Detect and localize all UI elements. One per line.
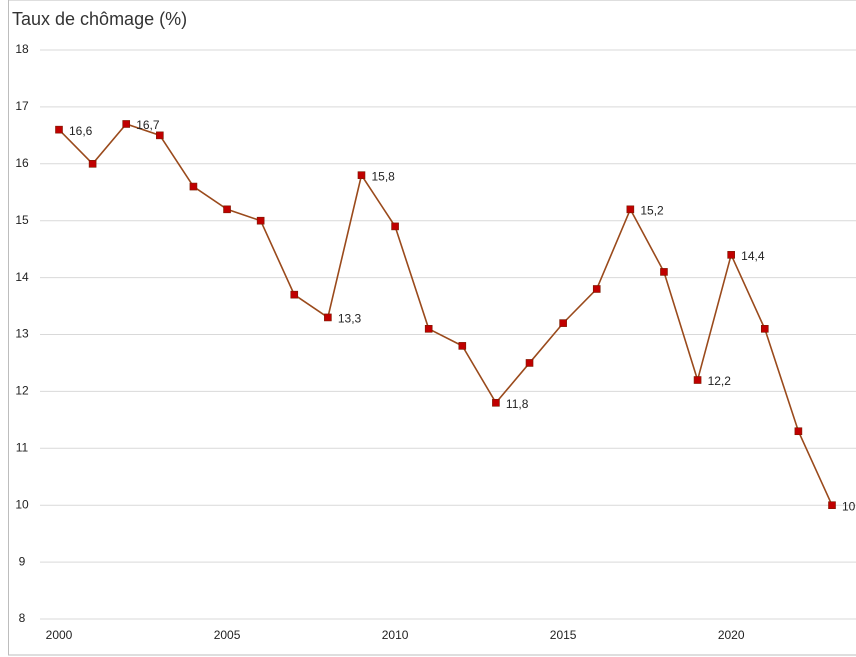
marker	[525, 359, 534, 367]
chart-title: Taux de chômage (%)	[12, 9, 187, 29]
data-label: 13,3	[338, 312, 362, 326]
y-tick-label: 16	[15, 156, 29, 170]
marker	[660, 268, 668, 276]
marker	[122, 120, 131, 128]
marker	[55, 125, 63, 134]
y-tick-label: 11	[16, 440, 29, 454]
marker	[727, 251, 735, 259]
marker	[290, 290, 299, 299]
x-tick-label: 2015	[550, 628, 577, 642]
marker	[88, 160, 97, 168]
marker	[156, 131, 164, 140]
marker	[324, 313, 332, 322]
marker	[357, 171, 366, 179]
y-tick-label: 12	[15, 384, 29, 398]
marker	[760, 325, 769, 333]
y-tick-label: 10	[15, 497, 29, 511]
marker	[794, 427, 803, 436]
marker	[223, 205, 231, 214]
data-label: 12,2	[708, 374, 732, 388]
data-label: 16,7	[136, 118, 160, 132]
marker	[391, 222, 399, 231]
data-label: 16,6	[69, 124, 93, 138]
marker	[693, 376, 702, 384]
x-tick-label: 2010	[382, 628, 409, 642]
marker	[256, 216, 265, 225]
x-tick-label: 2020	[718, 628, 745, 642]
data-label: 11,8	[506, 397, 529, 411]
y-tick-label: 14	[15, 270, 29, 284]
data-label: 14,4	[741, 249, 765, 263]
y-tick-label: 17	[15, 99, 29, 113]
marker	[424, 325, 433, 333]
data-label: 15,8	[371, 169, 395, 183]
y-tick-label: 18	[15, 42, 29, 56]
marker	[592, 285, 601, 293]
line	[58, 123, 833, 506]
y-tick-label: 8	[19, 611, 26, 625]
x-tick-label: 2005	[214, 628, 241, 642]
marker	[492, 398, 500, 407]
marker	[626, 205, 635, 214]
marker	[189, 182, 198, 191]
y-tick-label: 9	[19, 554, 26, 568]
marker	[828, 501, 836, 510]
marker	[559, 319, 567, 327]
data-label: 15,2	[640, 203, 664, 217]
chart-frame	[8, 0, 856, 656]
y-tick-label: 13	[15, 327, 29, 341]
data-label: 10	[842, 499, 856, 513]
y-tick-label: 15	[15, 213, 29, 227]
marker	[458, 342, 467, 350]
x-tick-label: 2000	[46, 628, 73, 642]
